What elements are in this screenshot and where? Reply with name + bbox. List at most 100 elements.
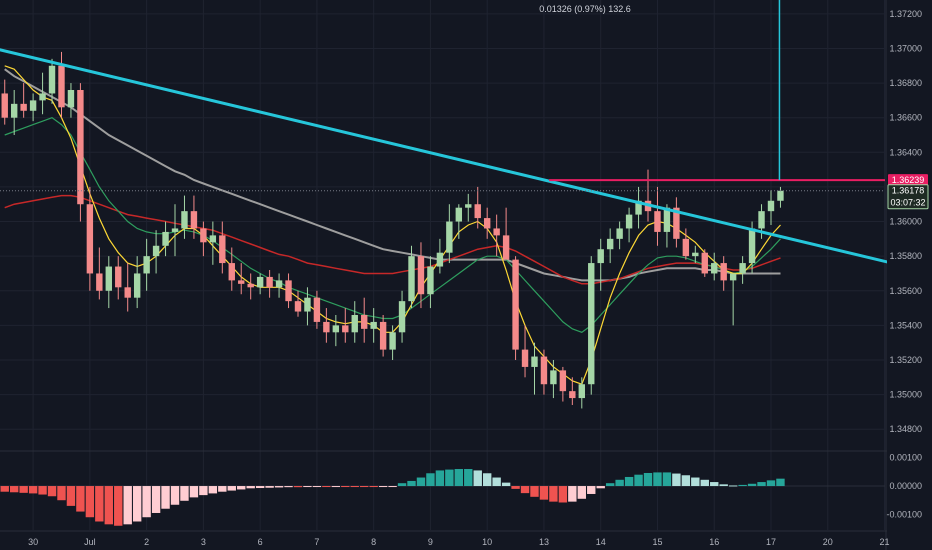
trendlines[interactable]: [0, 0, 932, 402]
candle-body: [304, 297, 311, 312]
histogram-bar: [66, 486, 76, 506]
candle-body: [20, 103, 27, 111]
candle: [767, 190, 775, 225]
candle-body: [521, 349, 529, 367]
histogram-bar: [350, 486, 359, 488]
candle: [86, 186, 94, 291]
candle: [427, 256, 434, 309]
histogram-bar: [28, 486, 38, 494]
measure-label: 0.01326 (0.97%) 132.6: [539, 4, 631, 14]
histogram-bar: [634, 474, 643, 487]
candle-body: [389, 332, 396, 350]
candle-body: [133, 273, 141, 298]
candle-body: [663, 207, 671, 232]
price-tick-label: 1.36000: [889, 217, 922, 227]
candle: [729, 273, 737, 326]
price-tick-label: 1.37200: [889, 9, 922, 19]
price-axis-bg: [887, 0, 932, 550]
histogram-bar: [218, 486, 227, 492]
price-axis[interactable]: 1.37200 1.37000 1.36800 1.36600 1.36400 1.362…: [886, 0, 932, 550]
histogram-bar: [170, 486, 180, 505]
histogram-bar: [378, 486, 388, 488]
candle: [162, 221, 169, 257]
histogram-bar: [691, 477, 700, 487]
candle-body: [77, 90, 84, 205]
candle-body: [256, 276, 264, 288]
candle-body: [512, 259, 519, 350]
histogram-bar: [416, 477, 426, 487]
candle: [379, 315, 387, 357]
ma-green-line: [4, 117, 781, 333]
ma-gray-line: [4, 68, 781, 282]
candle: [720, 256, 727, 291]
candle-body: [266, 276, 273, 288]
histogram-bar: [0, 486, 9, 492]
histogram-bar: [303, 486, 312, 488]
histogram-bar: [322, 486, 331, 488]
histogram-bar: [426, 473, 435, 487]
candle: [219, 221, 226, 274]
candle: [569, 377, 576, 405]
time-tick-label: 20: [823, 537, 833, 547]
histogram-bar: [95, 486, 104, 522]
histogram-bar: [643, 472, 653, 487]
candle-body: [635, 200, 642, 215]
candle-body: [379, 321, 387, 350]
candle: [370, 308, 377, 343]
histogram-bar: [558, 486, 568, 503]
candle-body: [436, 252, 444, 267]
candle-body: [200, 228, 207, 243]
candle-body: [597, 249, 604, 264]
candle-body: [247, 283, 254, 288]
candle: [398, 290, 406, 343]
candle: [597, 238, 604, 291]
histogram-bar: [615, 479, 624, 487]
candle: [502, 207, 510, 260]
candle: [739, 256, 746, 284]
candle: [578, 377, 585, 409]
last-price-text: 1.36178: [892, 186, 925, 196]
candle-body: [502, 235, 510, 260]
candle-body: [569, 391, 576, 399]
candle-body: [313, 297, 321, 322]
candle-body: [465, 204, 472, 208]
candle: [550, 360, 557, 399]
candle: [521, 325, 529, 378]
candle: [48, 58, 56, 104]
candle: [663, 204, 671, 248]
candle: [493, 214, 500, 257]
last-price-tag: [887, 184, 929, 210]
histogram-bar: [151, 486, 161, 513]
time-tick-label: 10: [482, 537, 492, 547]
histogram-bar: [539, 486, 549, 500]
histogram-bar: [38, 486, 47, 495]
candle-body: [351, 315, 358, 333]
candle-body: [219, 235, 226, 264]
candle: [323, 308, 330, 343]
price-tick-label: 1.36800: [889, 78, 922, 88]
time-axis[interactable]: 30 Jul 2 3 6 7 8 9 10 13 14 15 16 17 20 21: [28, 537, 889, 547]
price-tick-label: 1.34800: [889, 424, 922, 434]
candle-body: [294, 301, 302, 312]
candle: [455, 204, 463, 239]
candle-body: [152, 245, 160, 257]
histogram-bar: [19, 486, 28, 493]
candle-body: [483, 218, 491, 229]
histogram-bar: [331, 486, 341, 488]
candle: [711, 252, 718, 281]
candle-body: [588, 263, 595, 385]
candle: [408, 245, 415, 309]
time-tick-label: 2: [144, 537, 149, 547]
candle-body: [115, 266, 122, 288]
candle: [361, 297, 368, 343]
candle-body: [275, 280, 283, 288]
candle: [616, 221, 623, 250]
candle-body: [701, 252, 708, 274]
candle-body: [777, 190, 784, 201]
candle: [152, 230, 160, 274]
time-tick-label: 17: [766, 537, 776, 547]
candle: [446, 204, 453, 264]
candle: [77, 83, 84, 222]
candle-body: [29, 100, 37, 111]
